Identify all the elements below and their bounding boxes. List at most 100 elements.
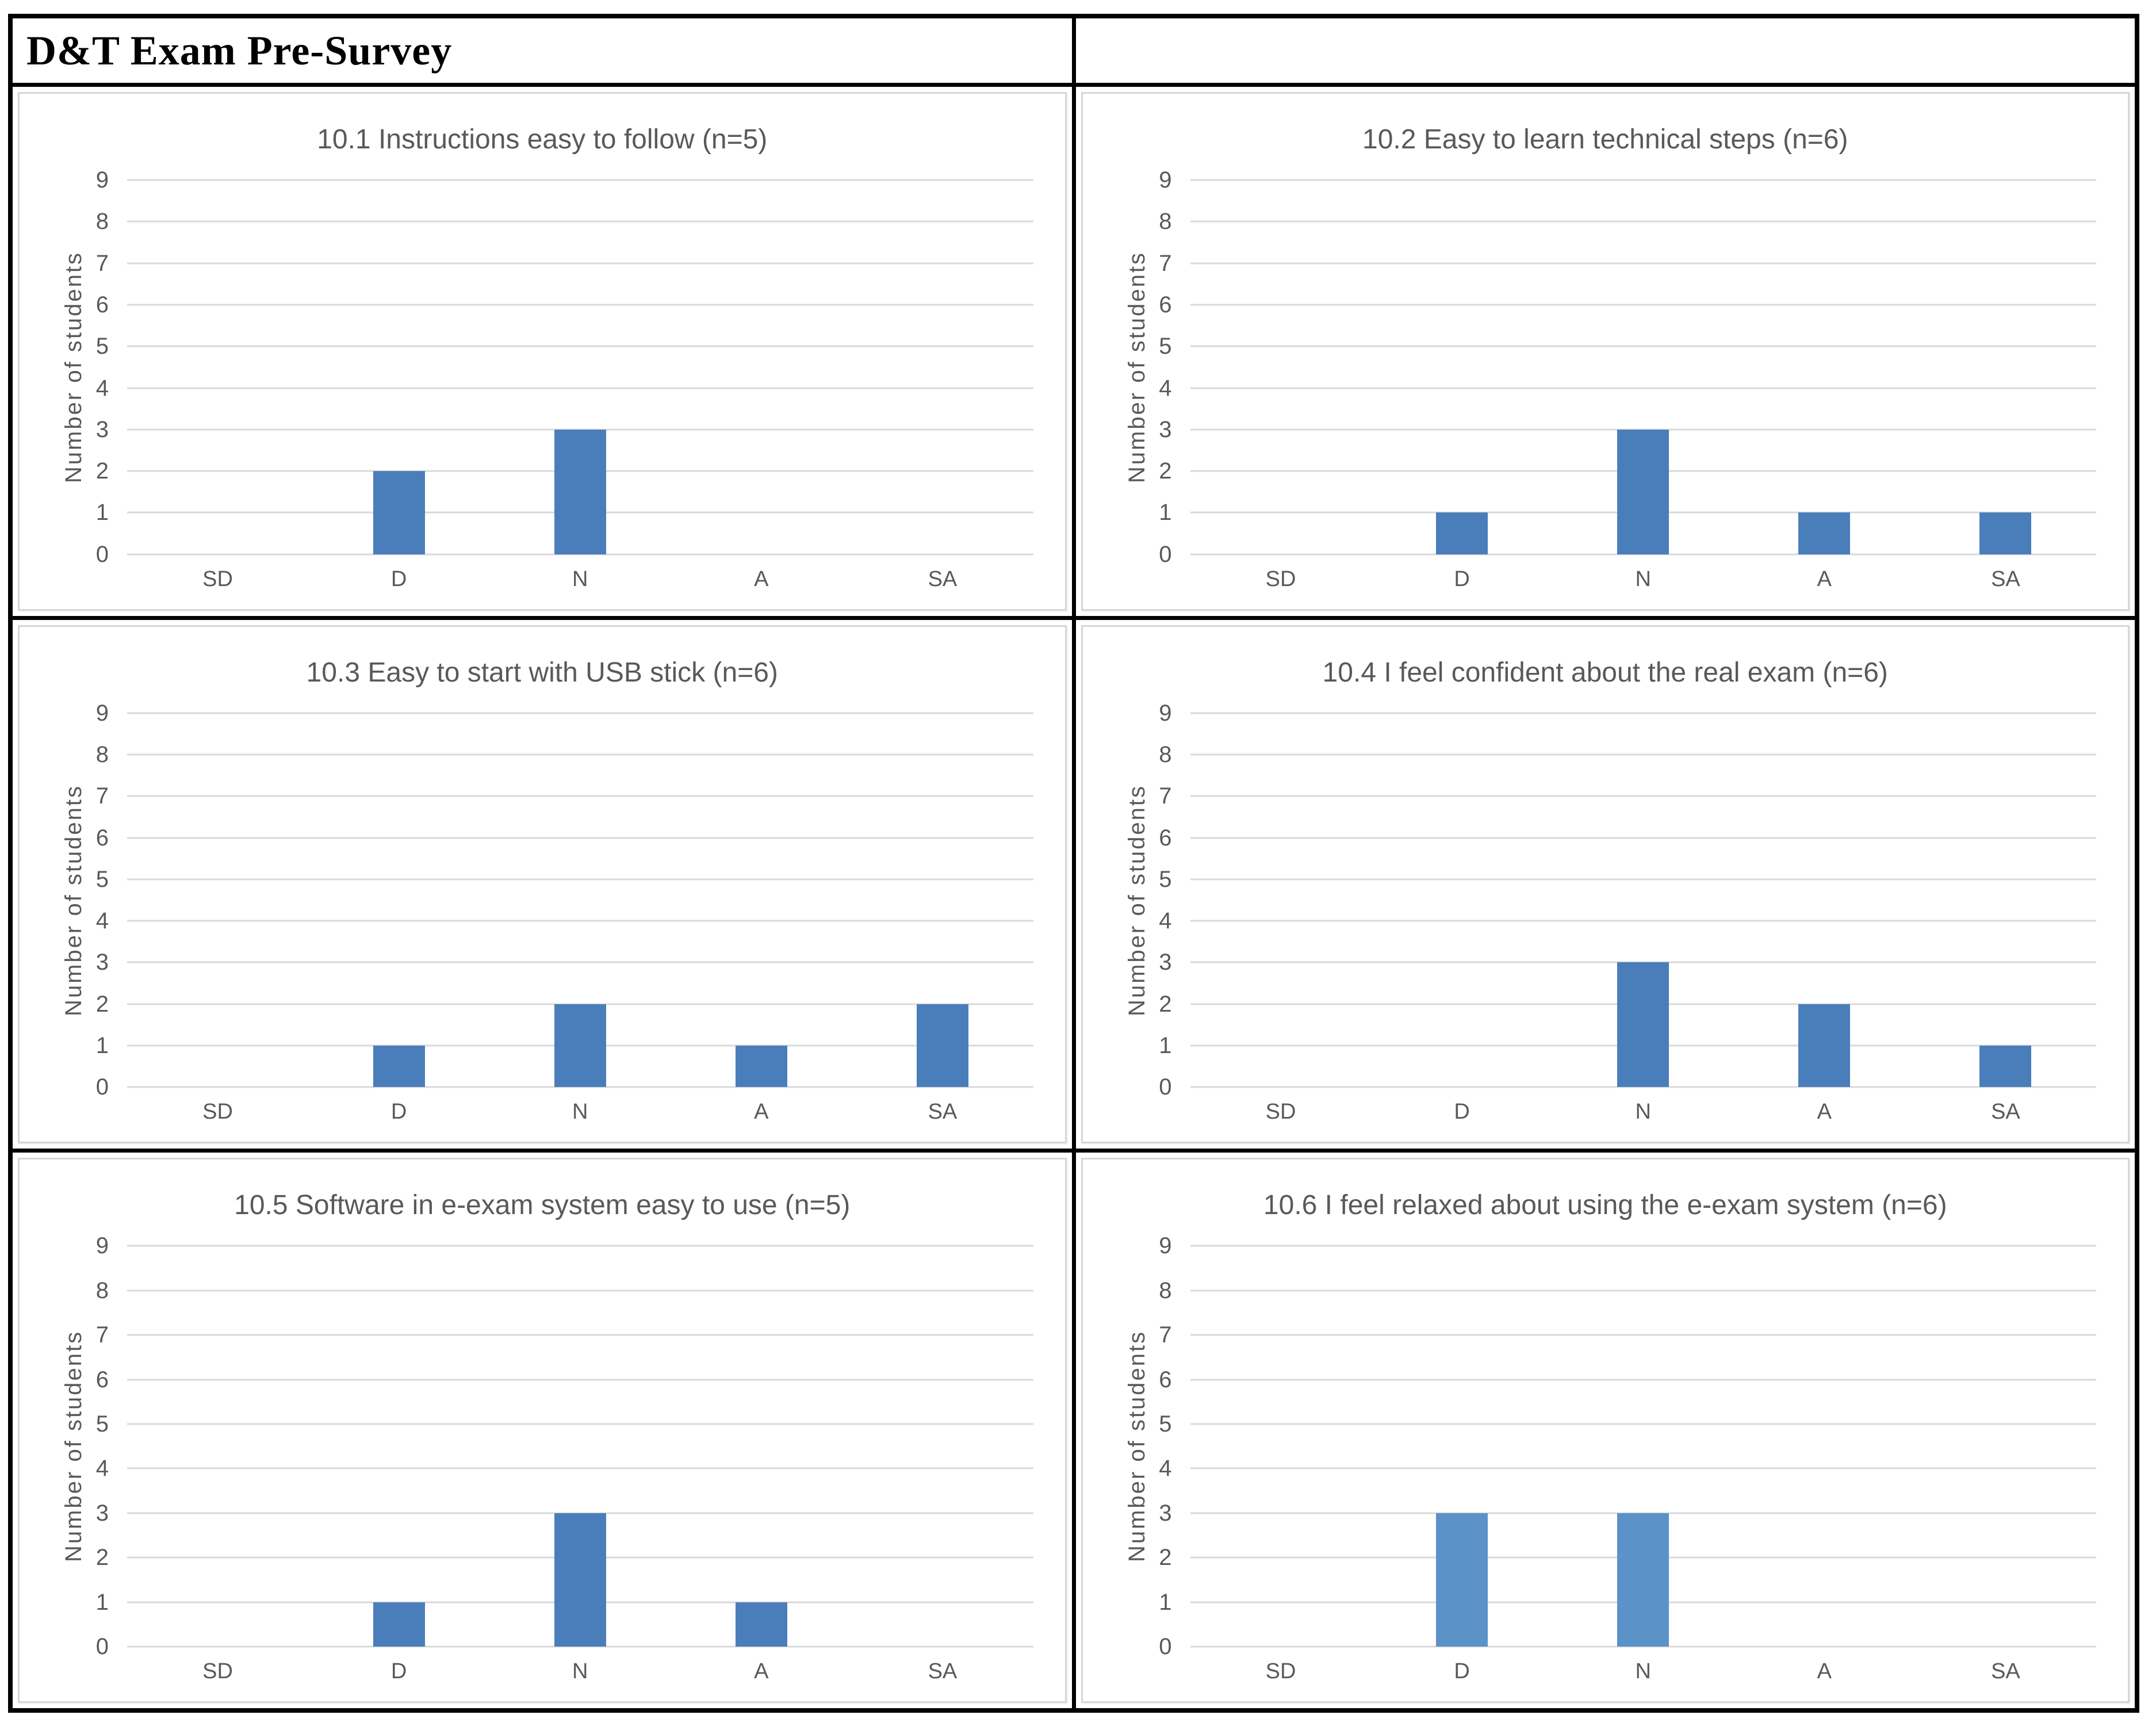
chart-panel-10-6: 10.6 I feel relaxed about using the e-ex…: [1081, 1158, 2130, 1703]
y-tick-label: 7: [95, 783, 109, 809]
chart-panel-10-4: 10.4 I feel confident about the real exa…: [1081, 625, 2130, 1144]
y-axis-title: Number of students: [1124, 251, 1150, 483]
x-tick-label: SA: [928, 1100, 958, 1124]
y-tick-label: 9: [95, 1233, 109, 1259]
bar-D: [1436, 512, 1488, 554]
x-tick-label: N: [1635, 1659, 1651, 1683]
x-tick-label: D: [390, 567, 407, 591]
y-tick-label: 3: [1159, 1500, 1172, 1526]
y-tick-label: 3: [95, 1500, 109, 1526]
gridline: [1190, 1289, 2096, 1292]
y-tick-label: 4: [1159, 375, 1172, 401]
y-tick-label: 3: [1159, 950, 1172, 975]
y-axis-title-wrap: Number of students: [1083, 713, 1192, 1088]
y-axis-title: Number of students: [61, 784, 87, 1016]
plot-area: 0 1 2 3 4 5 6 7 8 9 SD D N A SA: [1159, 702, 2096, 1123]
y-tick-label: 0: [1159, 1074, 1172, 1100]
gridline: [127, 1086, 1033, 1088]
y-tick-label: 9: [1159, 1233, 1172, 1259]
y-tick-label: 6: [1159, 1367, 1172, 1392]
x-tick-label: A: [1817, 1659, 1832, 1683]
gridline: [127, 179, 1033, 181]
gridline: [1190, 1334, 2096, 1336]
bar-N: [554, 1513, 606, 1647]
y-tick-label: 7: [1159, 250, 1172, 276]
y-tick-label: 6: [95, 292, 109, 317]
bar-N: [554, 1004, 606, 1088]
x-tick-label: N: [1635, 1100, 1651, 1124]
gridline: [127, 961, 1033, 963]
plot-area: 0 1 2 3 4 5 6 7 8 9 SD D N A SA: [96, 1234, 1033, 1682]
x-tick-label: SD: [202, 1659, 233, 1683]
plot-area: 0 1 2 3 4 5 6 7 8 9 SD D N A SA: [1159, 169, 2096, 590]
y-tick-label: 1: [1159, 1033, 1172, 1059]
bar-D: [1436, 1513, 1488, 1647]
y-tick-label: 2: [1159, 991, 1172, 1017]
x-tick-label: A: [1817, 567, 1832, 591]
y-axis-title: Number of students: [1124, 1330, 1150, 1563]
gridline: [127, 220, 1033, 223]
bar-N: [1617, 962, 1669, 1088]
gridline: [127, 878, 1033, 881]
y-tick-label: 0: [95, 541, 109, 567]
gridline: [127, 1289, 1033, 1292]
x-tick-label: N: [572, 1100, 588, 1124]
bar-SA: [916, 1004, 968, 1088]
bar-D: [373, 471, 425, 554]
y-tick-label: 2: [1159, 458, 1172, 484]
x-tick-label: A: [754, 1659, 769, 1683]
gridline: [1190, 795, 2096, 797]
y-tick-label: 7: [95, 250, 109, 276]
bar-N: [1617, 429, 1669, 554]
gridline: [127, 1645, 1033, 1648]
y-tick-label: 4: [95, 375, 109, 401]
bar-D: [373, 1602, 425, 1647]
x-tick-label: D: [390, 1659, 407, 1683]
chart-title: 10.3 Easy to start with USB stick (n=6): [306, 657, 778, 688]
gridline: [127, 795, 1033, 797]
y-tick-label: 7: [95, 1322, 109, 1348]
gridline: [1190, 878, 2096, 881]
y-tick-label: 1: [95, 500, 109, 526]
bar-A: [1798, 1004, 1851, 1088]
gridline: [127, 262, 1033, 265]
y-axis-title-wrap: Number of students: [20, 713, 129, 1088]
x-tick-label: SD: [202, 1100, 233, 1124]
gridline: [127, 920, 1033, 922]
gridline: [1190, 1379, 2096, 1381]
y-tick-label: 5: [95, 334, 109, 359]
y-axis-title-wrap: Number of students: [1083, 1246, 1192, 1647]
y-tick-label: 9: [1159, 167, 1172, 193]
gridline: [1190, 1086, 2096, 1088]
gridline: [127, 1467, 1033, 1469]
plot-area: 0 1 2 3 4 5 6 7 8 9 SD D N A SA: [96, 169, 1033, 590]
bar-N: [554, 429, 606, 554]
gridline: [1190, 1467, 2096, 1469]
y-tick-label: 8: [95, 741, 109, 767]
gridline: [1190, 220, 2096, 223]
y-tick-label: 7: [1159, 1322, 1172, 1348]
y-tick-label: 2: [95, 991, 109, 1017]
chart-title: 10.6 I feel relaxed about using the e-ex…: [1263, 1190, 1947, 1221]
x-tick-label: D: [1454, 1659, 1470, 1683]
gridline: [1190, 262, 2096, 265]
gridline: [127, 1245, 1033, 1247]
gridline: [127, 1423, 1033, 1425]
bar-A: [735, 1046, 787, 1088]
gridline: [1190, 304, 2096, 306]
y-tick-label: 0: [1159, 541, 1172, 567]
chart-title: 10.4 I feel confident about the real exa…: [1322, 657, 1888, 688]
chart-panel-10-1: 10.1 Instructions easy to follow (n=5) N…: [18, 92, 1067, 611]
gridline: [1190, 712, 2096, 714]
gridline: [127, 712, 1033, 714]
y-tick-label: 3: [95, 950, 109, 975]
gridline: [1190, 553, 2096, 556]
chart-cell-10-5: 10.5 Software in e-exam system easy to u…: [13, 1153, 1072, 1708]
header-cell: D&T Exam Pre-Survey: [13, 18, 1072, 83]
plot-area: 0 1 2 3 4 5 6 7 8 9 SD D N A SA: [96, 702, 1033, 1123]
y-tick-label: 9: [1159, 700, 1172, 726]
gridline: [127, 1379, 1033, 1381]
gridline: [1190, 920, 2096, 922]
y-axis-title-wrap: Number of students: [1083, 180, 1192, 554]
x-tick-label: SA: [1991, 567, 2020, 591]
